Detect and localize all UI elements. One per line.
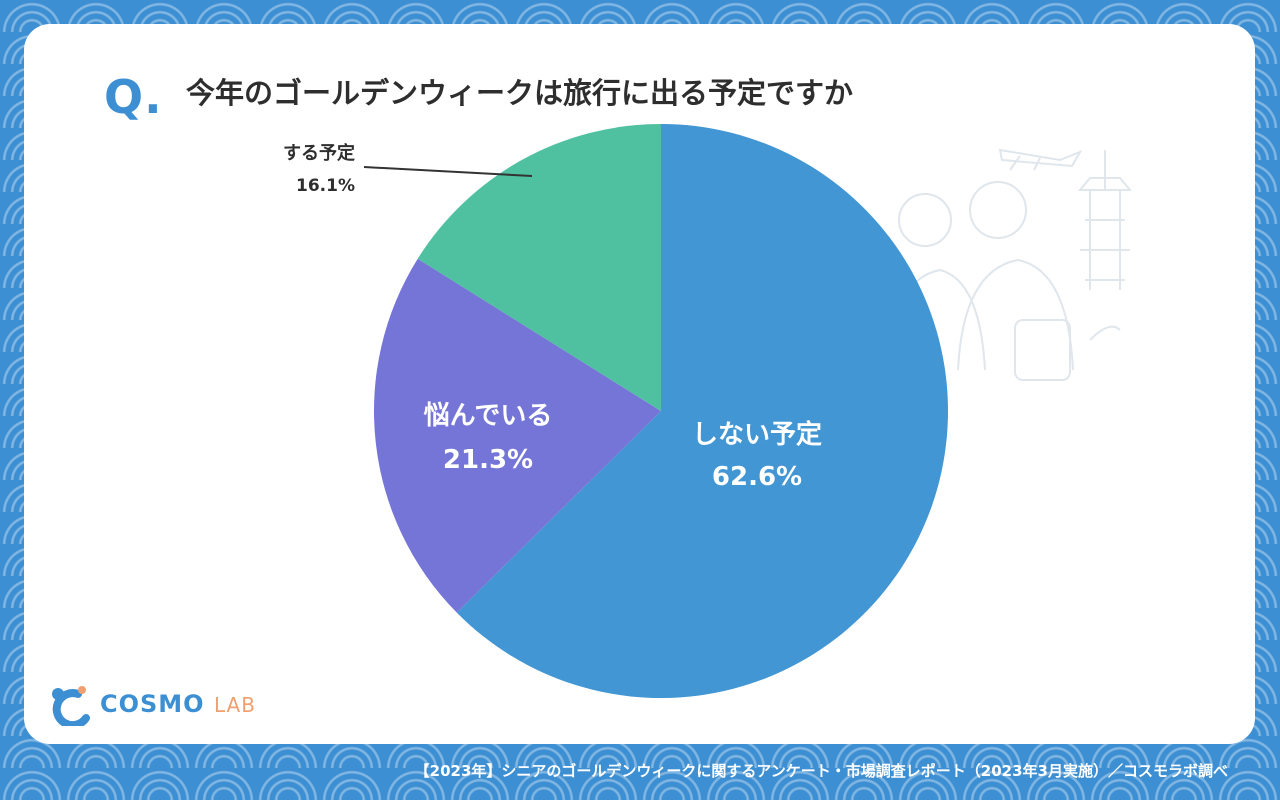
pie-slice-undecided (373, 258, 661, 613)
slice-value-not-planning: 62.6% (712, 462, 802, 492)
slice-value-undecided: 21.3% (443, 445, 533, 475)
logo-sub: LAB (213, 693, 256, 717)
pie-slice-planning (417, 124, 661, 411)
seniors-travel-illustration (889, 148, 1133, 381)
logo-main: COSMO (100, 690, 205, 718)
slice-label-undecided: 悩んでいる (424, 401, 553, 431)
question-mark: Q. (104, 70, 163, 124)
logo: COSMO LAB (48, 682, 256, 726)
slice-value-planning: 16.1% (296, 176, 355, 196)
slice-label-planning: する予定 (283, 142, 355, 164)
logo-text: COSMO LAB (100, 690, 256, 718)
page-title: 今年のゴールデンウィークは旅行に出る予定ですか (186, 76, 854, 110)
cosmo-lab-logo-icon (52, 686, 90, 726)
source-footer: 【2023年】シニアのゴールデンウィークに関するアンケート・市場調査レポート（2… (414, 762, 1228, 780)
callout-leader-line (363, 166, 533, 177)
slice-label-not-planning: しない予定 (692, 419, 822, 450)
pie-slice-not-planning (456, 124, 948, 699)
